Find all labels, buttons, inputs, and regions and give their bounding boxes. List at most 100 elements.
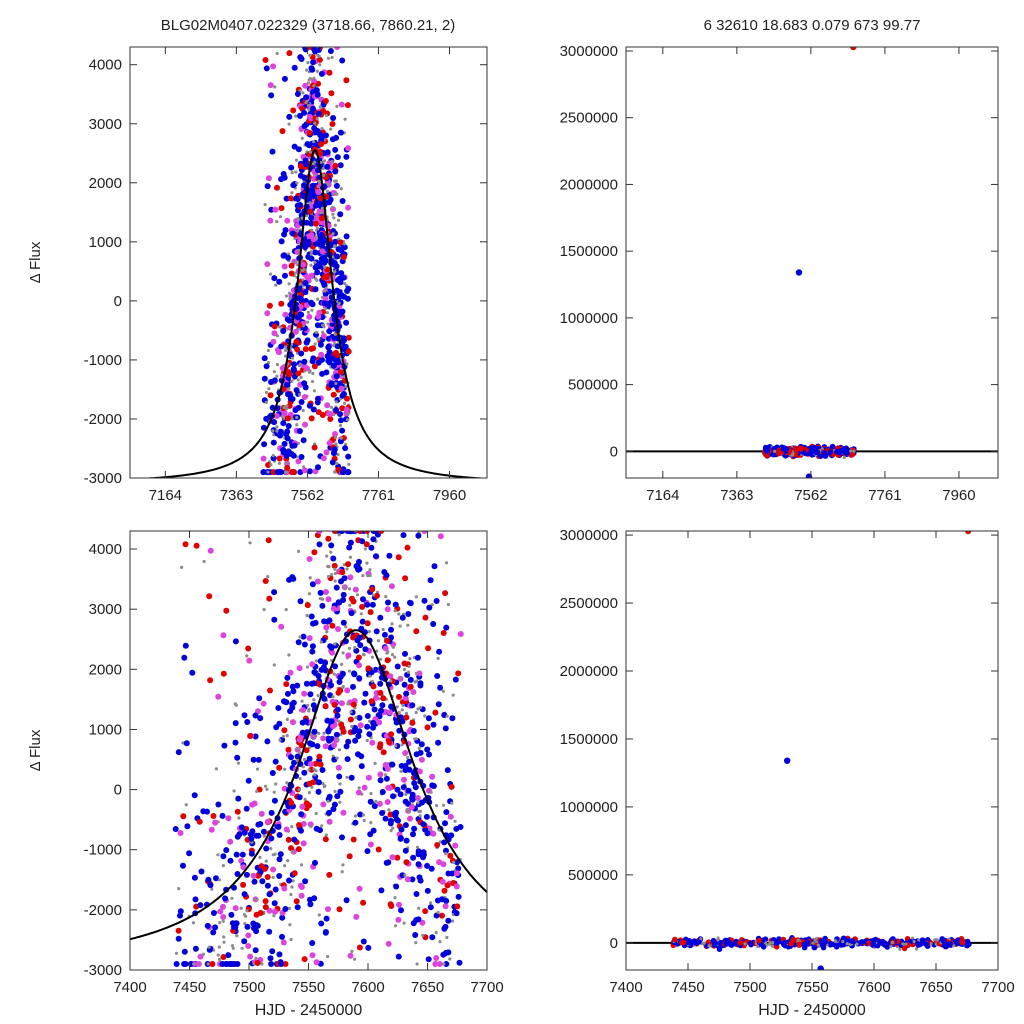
data-point [320, 127, 324, 131]
data-point [403, 690, 410, 697]
data-point [284, 316, 291, 323]
data-point [291, 143, 298, 150]
data-point [271, 323, 278, 330]
data-point [437, 684, 444, 691]
data-point [271, 429, 275, 433]
data-point [296, 378, 300, 382]
data-point [334, 47, 341, 50]
data-point [274, 782, 278, 786]
data-point [345, 652, 352, 659]
data-point [342, 445, 349, 452]
data-point [326, 809, 332, 816]
data-point [326, 737, 333, 744]
data-point [244, 923, 251, 930]
data-point [285, 404, 289, 408]
data-point [838, 447, 844, 454]
data-point [234, 754, 241, 761]
data-point [338, 417, 344, 424]
x-tick-label: 7500 [232, 979, 265, 996]
data-point [773, 449, 777, 453]
data-point [312, 389, 316, 393]
data-point [271, 908, 278, 915]
data-point [322, 743, 329, 750]
data-point [285, 836, 292, 843]
data-point [326, 328, 333, 335]
data-point [316, 753, 323, 760]
data-point [329, 405, 333, 409]
data-point [339, 569, 346, 576]
data-point [237, 816, 241, 820]
data-point [337, 719, 341, 724]
data-point [345, 348, 352, 355]
data-point [306, 556, 313, 562]
data-point [220, 670, 227, 677]
x-tick-label: 7761 [868, 487, 901, 504]
data-point [340, 662, 344, 667]
data-point [315, 788, 322, 795]
data-point [401, 776, 407, 783]
data-point [415, 845, 420, 849]
data-point [268, 272, 273, 276]
data-point [319, 356, 325, 363]
data-point [870, 940, 877, 947]
data-point [373, 628, 380, 635]
data-point [260, 962, 264, 966]
data-point [414, 710, 418, 715]
data-point [342, 242, 346, 246]
data-point [340, 469, 347, 476]
data-point [284, 608, 288, 612]
data-point [262, 904, 269, 911]
data-point [362, 690, 369, 697]
data-point [309, 263, 313, 267]
data-point [400, 784, 407, 791]
data-point [295, 639, 302, 646]
data-point [370, 679, 374, 683]
data-point [334, 706, 341, 713]
y-tick-label: 500000 [568, 377, 618, 394]
data-point [434, 673, 441, 679]
data-point [295, 846, 302, 853]
data-point [401, 703, 405, 708]
data-point [367, 831, 374, 838]
data-point [337, 411, 344, 418]
data-point [313, 220, 319, 227]
data-point [335, 626, 341, 632]
data-point [390, 793, 396, 800]
data-point [430, 830, 437, 837]
data-point [348, 587, 352, 591]
data-point [399, 769, 403, 774]
data-point [326, 871, 333, 878]
data-point [233, 851, 240, 858]
data-point [230, 944, 235, 948]
data-point [182, 642, 189, 649]
data-point [296, 665, 303, 672]
x-tick-label: 7500 [733, 979, 766, 996]
data-point [384, 799, 391, 805]
data-point [834, 448, 840, 455]
data-point [319, 640, 323, 644]
data-point [280, 939, 287, 946]
data-points [138, 47, 487, 478]
data-point [290, 469, 297, 476]
data-point [278, 738, 282, 742]
data-point [330, 115, 337, 121]
data-point [333, 407, 340, 413]
data-point [428, 865, 435, 872]
data-point [290, 356, 295, 360]
data-point [333, 373, 340, 380]
data-point [266, 595, 273, 602]
data-point [346, 702, 350, 706]
data-point [271, 616, 278, 623]
data-point [288, 262, 295, 269]
data-point [318, 920, 325, 927]
data-point [453, 910, 460, 917]
data-point [284, 294, 289, 298]
data-point [849, 451, 856, 458]
data-point [232, 789, 236, 793]
data-point [337, 301, 341, 305]
data-point [275, 823, 282, 830]
data-point [285, 423, 292, 429]
data-point [409, 719, 416, 726]
data-point [412, 784, 419, 791]
x-tick-label: 7363 [720, 487, 753, 504]
